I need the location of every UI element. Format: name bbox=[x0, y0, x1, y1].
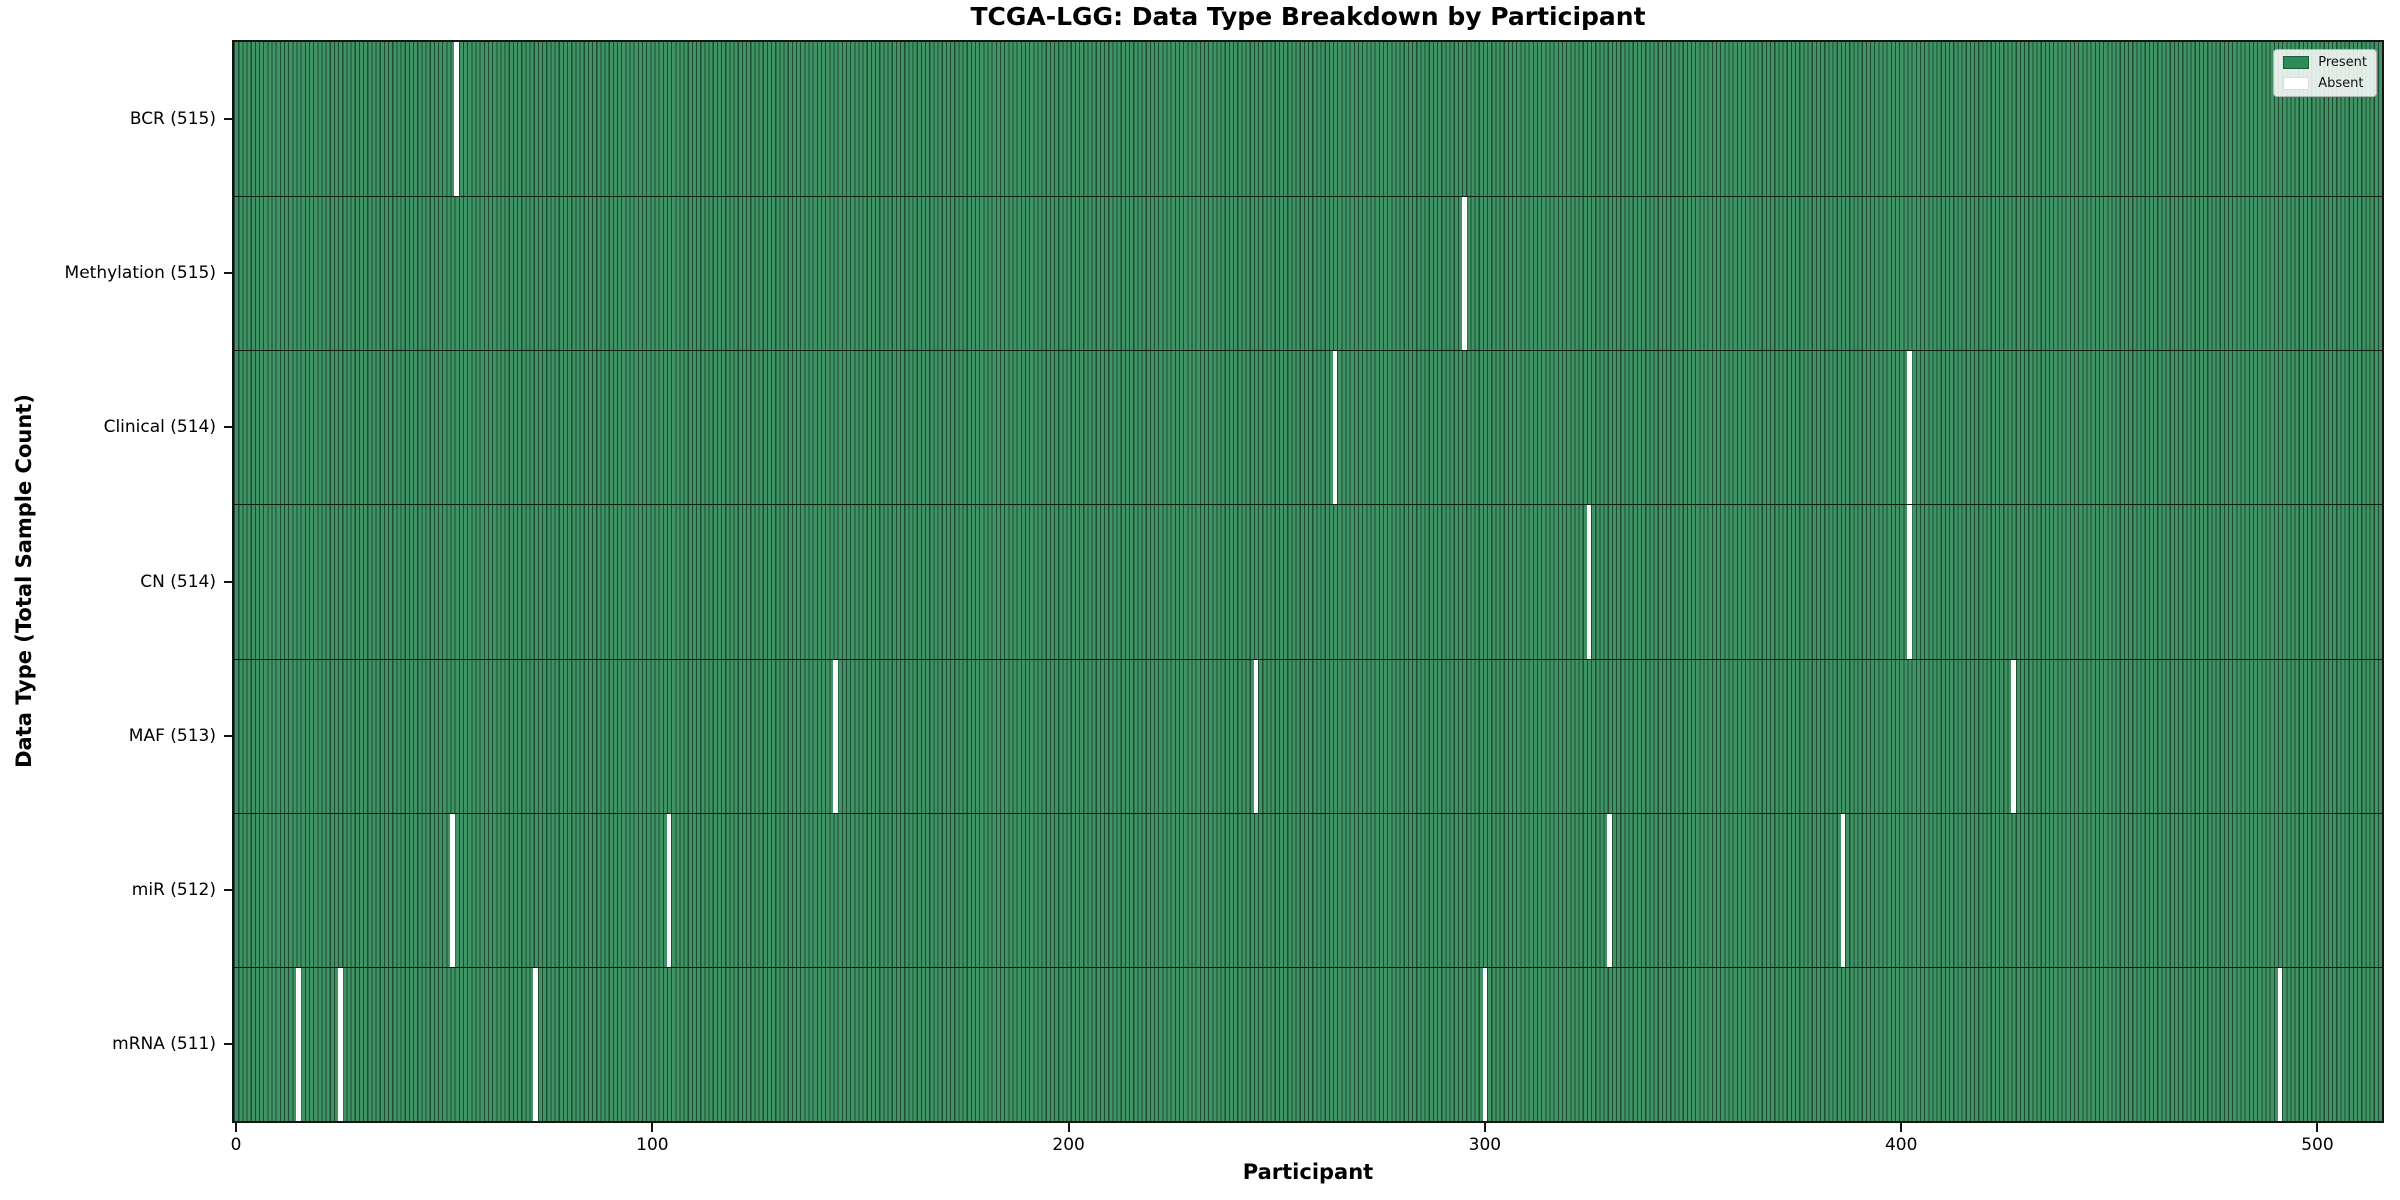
row-CN bbox=[234, 504, 2382, 659]
absent-mark-mRNA-491 bbox=[2277, 967, 2283, 1121]
x-axis-ticks: 0 100 200 300 400 500 bbox=[230, 1123, 2384, 1159]
absent-swatch bbox=[2283, 77, 2310, 90]
absent-mark-Clinical-264 bbox=[1332, 351, 1338, 505]
y-tick-label-Methylation: Methylation (515) bbox=[64, 263, 216, 284]
legend-item-present: Present bbox=[2283, 55, 2367, 70]
y-tick-label-BCR: BCR (515) bbox=[129, 109, 216, 130]
x-tick-label-200: 200 bbox=[1052, 1135, 1085, 1155]
y-tick-mark bbox=[224, 888, 232, 891]
y-tick-mark bbox=[224, 1042, 232, 1045]
absent-mark-MAF-427 bbox=[2011, 659, 2016, 813]
x-tick-mark bbox=[2316, 1123, 2319, 1132]
row-MAF bbox=[234, 658, 2382, 813]
y-tick-mark bbox=[224, 734, 232, 737]
x-tick-mark bbox=[1067, 1123, 1070, 1132]
y-tick-label-miR: miR (512) bbox=[131, 879, 216, 900]
row-BCR bbox=[234, 42, 2382, 197]
absent-mark-mRNA-300 bbox=[1482, 967, 1488, 1121]
y-axis-ticks: BCR (515) Methylation (515) Clinical (514)… bbox=[0, 40, 232, 1123]
absent-mark-MAF-144 bbox=[833, 659, 838, 813]
y-tick-mark bbox=[224, 118, 232, 121]
y-tick-mark bbox=[224, 580, 232, 583]
absent-mark-miR-104 bbox=[666, 813, 672, 967]
row-miR bbox=[234, 812, 2382, 967]
absent-mark-miR-330 bbox=[1607, 813, 1613, 967]
absent-mark-BCR-53 bbox=[454, 42, 460, 197]
present-swatch bbox=[2283, 56, 2310, 69]
legend-label-absent: Absent bbox=[2318, 76, 2364, 91]
absent-mark-mRNA-25 bbox=[337, 967, 343, 1121]
legend-item-absent: Absent bbox=[2283, 76, 2367, 91]
x-tick-label-400: 400 bbox=[1884, 1135, 1918, 1155]
row-mRNA bbox=[234, 966, 2382, 1121]
row-Clinical bbox=[234, 350, 2382, 505]
y-tick-label-MAF: MAF (513) bbox=[128, 725, 216, 746]
chart-title: TCGA-LGG: Data Type Breakdown by Partici… bbox=[970, 2, 1646, 31]
row-Methylation bbox=[234, 196, 2382, 351]
y-tick-label-Clinical: Clinical (514) bbox=[103, 417, 216, 438]
x-tick-mark bbox=[1900, 1123, 1903, 1132]
x-tick-label-300: 300 bbox=[1468, 1135, 1502, 1155]
absent-mark-MAF-245 bbox=[1253, 659, 1259, 813]
y-tick-mark bbox=[224, 272, 232, 275]
absent-mark-Clinical-402 bbox=[1907, 351, 1912, 505]
y-tick-mark bbox=[224, 426, 232, 429]
absent-mark-CN-325 bbox=[1586, 505, 1592, 659]
x-tick-mark bbox=[651, 1123, 654, 1132]
x-tick-label-0: 0 bbox=[230, 1135, 242, 1155]
legend-label-present: Present bbox=[2318, 55, 2367, 70]
y-tick-label-mRNA: mRNA (511) bbox=[112, 1033, 216, 1054]
x-tick-mark bbox=[1483, 1123, 1486, 1132]
absent-mark-miR-386 bbox=[1840, 813, 1846, 967]
x-tick-label-500: 500 bbox=[2301, 1135, 2334, 1155]
absent-mark-Methylation-295 bbox=[1461, 197, 1467, 351]
plot-area: Present Absent bbox=[232, 40, 2384, 1123]
legend: Present Absent bbox=[2273, 49, 2377, 97]
x-tick-mark bbox=[235, 1123, 238, 1132]
x-tick-label-100: 100 bbox=[636, 1135, 669, 1155]
absent-mark-miR-52 bbox=[450, 813, 455, 967]
absent-mark-CN-402 bbox=[1907, 505, 1912, 659]
absent-mark-mRNA-15 bbox=[296, 967, 301, 1121]
x-axis-title: Participant bbox=[1242, 1160, 1374, 1184]
absent-mark-mRNA-72 bbox=[533, 967, 539, 1121]
y-tick-label-CN: CN (514) bbox=[140, 571, 216, 592]
